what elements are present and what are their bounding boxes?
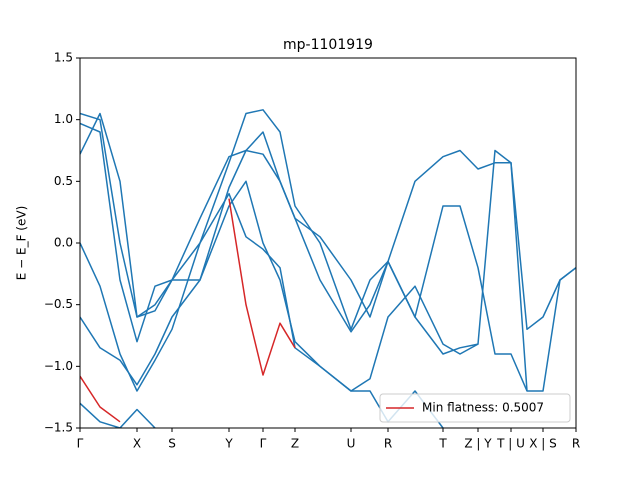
y-tick-label: −1.0 <box>44 359 73 373</box>
chart-title: mp-1101919 <box>283 37 373 53</box>
y-tick-label: 1.5 <box>54 51 73 65</box>
y-tick-label: 0.5 <box>54 174 73 188</box>
x-tick-label: T <box>438 437 447 451</box>
y-tick-label: −1.5 <box>44 421 73 435</box>
band-line <box>80 180 444 428</box>
y-tick-label: 0.0 <box>54 236 73 250</box>
x-tick-label: R <box>572 437 580 451</box>
y-axis-label: E − E_F (eV) <box>15 206 29 281</box>
band-line <box>80 198 296 423</box>
x-tick-label: Z | Y <box>464 437 492 451</box>
legend-label: Min flatness: 0.5007 <box>422 401 544 415</box>
legend-box <box>379 393 571 423</box>
x-tick-label: Y <box>224 437 233 451</box>
band-line <box>80 109 576 392</box>
x-tick-label: X <box>133 437 141 451</box>
x-tick-label: X | S <box>529 437 557 451</box>
x-tick-label: Z <box>291 437 299 451</box>
y-tick-label: 1.0 <box>54 112 73 126</box>
band-line <box>80 192 479 392</box>
x-tick-label: Γ <box>77 437 84 451</box>
band-line <box>80 112 576 331</box>
x-tick-label: R <box>384 437 392 451</box>
x-tick-label: U <box>347 437 356 451</box>
x-tick-label: T | U <box>496 437 525 451</box>
band-line <box>80 402 156 428</box>
y-tick-label: −0.5 <box>44 297 73 311</box>
x-tick-label: S <box>168 437 176 451</box>
x-tick-label: Γ <box>260 437 267 451</box>
band-line <box>80 122 528 392</box>
